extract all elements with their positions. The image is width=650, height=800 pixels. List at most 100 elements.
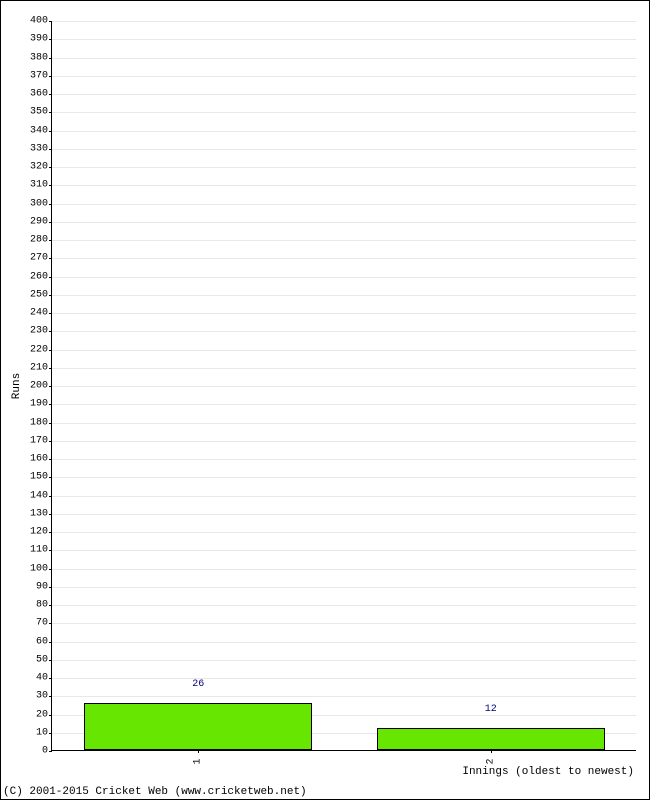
- y-tick-mark: [49, 295, 52, 296]
- y-tick-mark: [49, 167, 52, 168]
- y-tick-mark: [49, 94, 52, 95]
- y-tick-label: 250: [30, 289, 48, 300]
- y-tick-label: 70: [36, 618, 48, 629]
- y-tick-label: 120: [30, 527, 48, 538]
- y-tick-label: 50: [36, 654, 48, 665]
- gridline: [52, 58, 636, 59]
- gridline: [52, 459, 636, 460]
- y-tick-label: 80: [36, 600, 48, 611]
- y-tick-mark: [49, 569, 52, 570]
- y-tick-mark: [49, 459, 52, 460]
- gridline: [52, 21, 636, 22]
- y-tick-mark: [49, 21, 52, 22]
- gridline: [52, 441, 636, 442]
- y-tick-label: 230: [30, 326, 48, 337]
- x-tick-mark: [491, 750, 492, 753]
- y-tick-mark: [49, 58, 52, 59]
- gridline: [52, 131, 636, 132]
- y-tick-label: 140: [30, 490, 48, 501]
- y-tick-label: 270: [30, 253, 48, 264]
- gridline: [52, 569, 636, 570]
- gridline: [52, 313, 636, 314]
- gridline: [52, 404, 636, 405]
- y-tick-mark: [49, 131, 52, 132]
- y-tick-label: 0: [42, 746, 48, 757]
- y-tick-label: 40: [36, 673, 48, 684]
- gridline: [52, 76, 636, 77]
- y-tick-label: 150: [30, 472, 48, 483]
- y-tick-label: 90: [36, 581, 48, 592]
- y-tick-mark: [49, 149, 52, 150]
- y-tick-label: 190: [30, 399, 48, 410]
- y-tick-label: 180: [30, 417, 48, 428]
- y-tick-mark: [49, 386, 52, 387]
- gridline: [52, 149, 636, 150]
- y-tick-mark: [49, 423, 52, 424]
- x-tick-label: 2: [485, 758, 496, 764]
- gridline: [52, 550, 636, 551]
- y-tick-label: 350: [30, 107, 48, 118]
- y-tick-mark: [49, 715, 52, 716]
- y-tick-mark: [49, 331, 52, 332]
- bar: [84, 703, 312, 750]
- gridline: [52, 368, 636, 369]
- y-tick-mark: [49, 368, 52, 369]
- y-tick-label: 360: [30, 89, 48, 100]
- gridline: [52, 660, 636, 661]
- y-tick-mark: [49, 587, 52, 588]
- gridline: [52, 39, 636, 40]
- y-tick-label: 60: [36, 636, 48, 647]
- gridline: [52, 678, 636, 679]
- y-tick-mark: [49, 550, 52, 551]
- gridline: [52, 642, 636, 643]
- y-tick-label: 30: [36, 691, 48, 702]
- y-tick-label: 260: [30, 271, 48, 282]
- gridline: [52, 167, 636, 168]
- y-tick-mark: [49, 404, 52, 405]
- gridline: [52, 112, 636, 113]
- bar-value-label: 12: [485, 704, 497, 715]
- gridline: [52, 350, 636, 351]
- y-tick-mark: [49, 642, 52, 643]
- y-tick-mark: [49, 514, 52, 515]
- y-tick-mark: [49, 350, 52, 351]
- y-tick-mark: [49, 112, 52, 113]
- gridline: [52, 331, 636, 332]
- y-tick-label: 160: [30, 454, 48, 465]
- gridline: [52, 277, 636, 278]
- y-tick-mark: [49, 277, 52, 278]
- gridline: [52, 185, 636, 186]
- y-tick-mark: [49, 751, 52, 752]
- y-axis-title: Runs: [11, 373, 23, 399]
- y-tick-label: 290: [30, 216, 48, 227]
- x-tick-mark: [198, 750, 199, 753]
- y-tick-label: 240: [30, 308, 48, 319]
- y-tick-label: 300: [30, 198, 48, 209]
- y-tick-label: 320: [30, 162, 48, 173]
- x-axis-title: Innings (oldest to newest): [462, 766, 634, 778]
- y-tick-mark: [49, 204, 52, 205]
- bar-value-label: 26: [192, 679, 204, 690]
- gridline: [52, 605, 636, 606]
- gridline: [52, 258, 636, 259]
- y-tick-mark: [49, 222, 52, 223]
- y-tick-mark: [49, 313, 52, 314]
- y-tick-label: 220: [30, 344, 48, 355]
- y-tick-mark: [49, 696, 52, 697]
- y-tick-mark: [49, 532, 52, 533]
- y-tick-label: 380: [30, 52, 48, 63]
- y-tick-label: 390: [30, 34, 48, 45]
- gridline: [52, 623, 636, 624]
- y-tick-label: 310: [30, 180, 48, 191]
- gridline: [52, 532, 636, 533]
- y-tick-mark: [49, 76, 52, 77]
- x-tick-label: 1: [193, 758, 204, 764]
- gridline: [52, 477, 636, 478]
- gridline: [52, 240, 636, 241]
- gridline: [52, 696, 636, 697]
- gridline: [52, 587, 636, 588]
- bar: [377, 728, 605, 750]
- y-tick-label: 200: [30, 381, 48, 392]
- y-tick-mark: [49, 441, 52, 442]
- y-tick-mark: [49, 185, 52, 186]
